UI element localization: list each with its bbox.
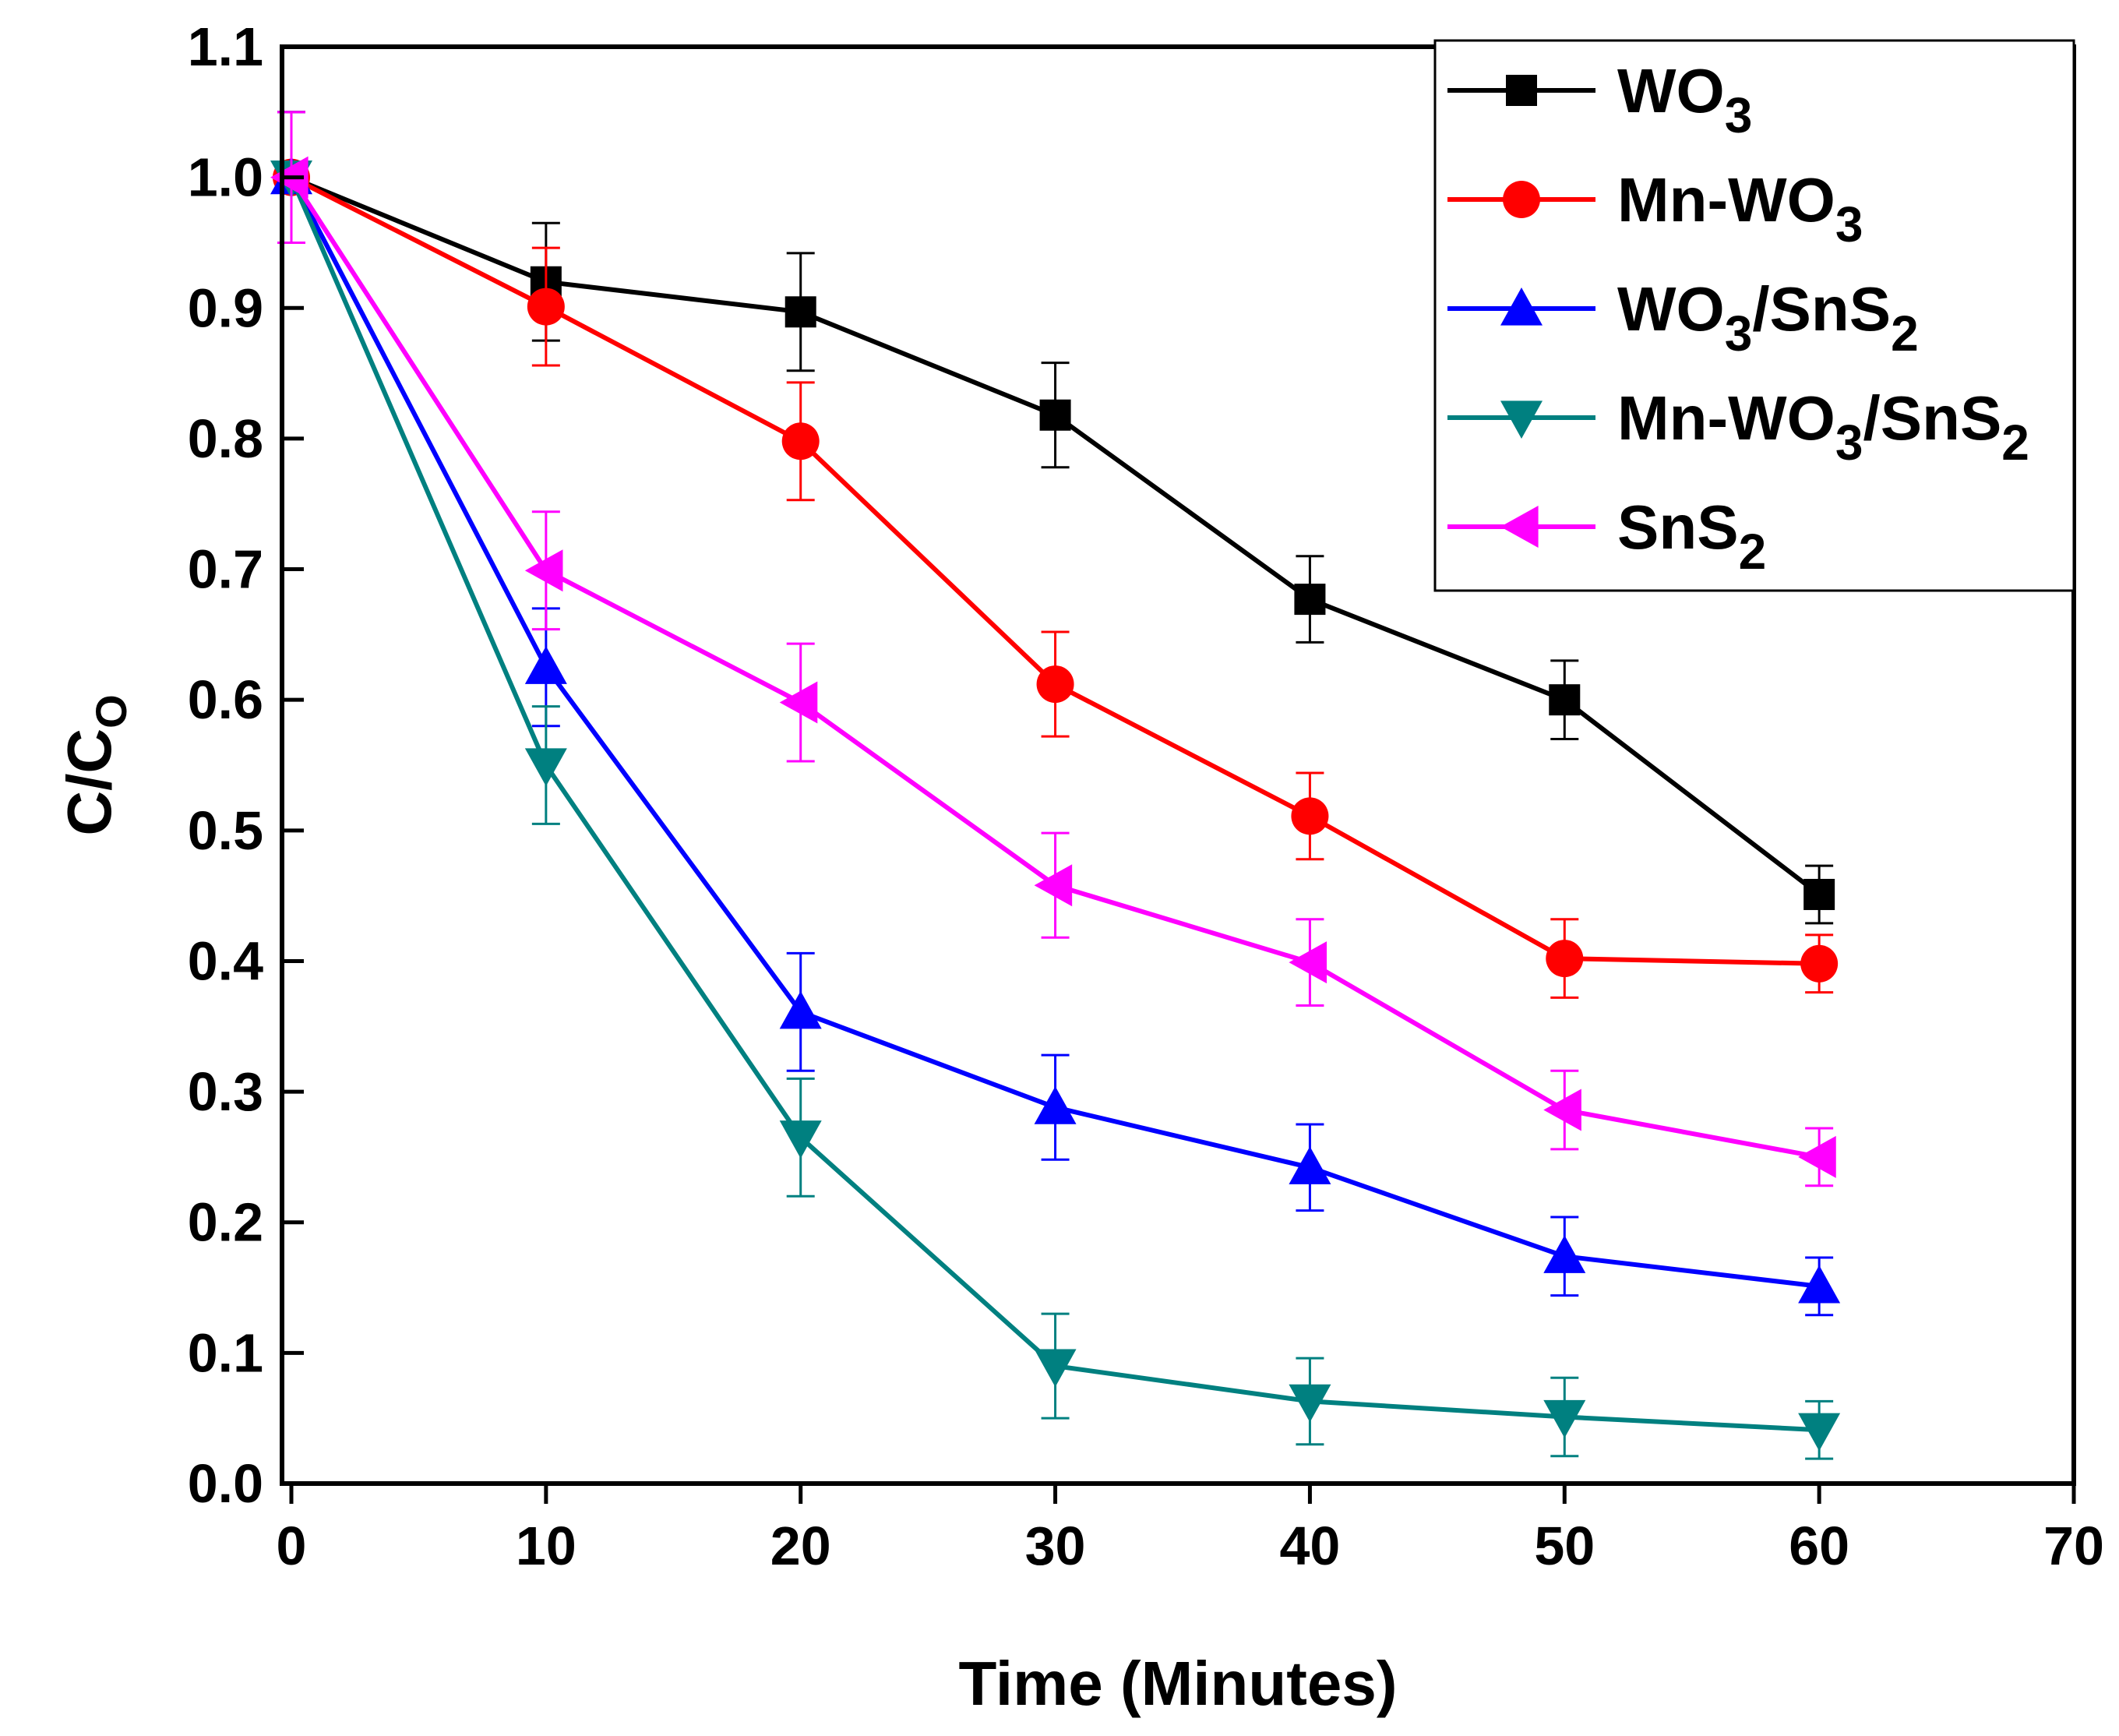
data-point	[1294, 584, 1326, 616]
x-tick-label: 70	[2043, 1515, 2104, 1576]
data-point	[1798, 1135, 1836, 1178]
legend-label: WO3/SnS2	[1617, 274, 1919, 362]
y-axis-title-subscript: O	[86, 694, 136, 729]
legend-marker	[1506, 75, 1537, 106]
data-point	[1543, 1399, 1586, 1438]
data-point	[781, 422, 820, 460]
y-tick-label: 0.1	[188, 1322, 263, 1383]
data-point	[1034, 1086, 1077, 1124]
y-tick-label: 0.4	[188, 930, 263, 991]
x-axis-title: Time (Minutes)	[958, 1649, 1397, 1718]
x-tick-label: 40	[1279, 1515, 1340, 1576]
y-axis-title: C/CO	[55, 694, 136, 835]
x-tick-label: 30	[1025, 1515, 1086, 1576]
legend-label-subscript: 2	[1891, 305, 1919, 362]
legend-box	[1433, 39, 2075, 592]
legend-label-part: WO	[1617, 56, 1725, 125]
legend-label-subscript: 2	[1739, 524, 1767, 580]
data-point	[527, 288, 565, 326]
data-point	[1543, 1235, 1586, 1273]
x-tick-label: 50	[1534, 1515, 1595, 1576]
legend-label-part: /SnS	[1863, 383, 2001, 453]
legend-label-subscript: 3	[1835, 415, 1863, 471]
data-point	[784, 296, 816, 328]
data-point	[779, 990, 822, 1029]
data-point	[1798, 1265, 1841, 1304]
y-tick-label: 1.1	[188, 16, 263, 77]
legend-marker	[1500, 506, 1539, 548]
data-point	[1289, 1146, 1331, 1184]
legend-label-subscript: 3	[1725, 87, 1753, 143]
legend-label: SnS2	[1617, 492, 1766, 580]
data-point	[1546, 940, 1584, 978]
legend-label-part: /SnS	[1752, 274, 1891, 344]
legend-label-subscript: 3	[1725, 305, 1753, 362]
legend-marker	[1500, 288, 1543, 326]
legend-label: Mn-WO3	[1617, 165, 1863, 252]
y-tick-label: 1.0	[188, 147, 263, 208]
data-point	[1800, 944, 1839, 983]
data-point	[524, 549, 563, 592]
data-point	[1034, 1349, 1077, 1388]
legend-marker	[1503, 181, 1540, 218]
data-point	[1803, 878, 1835, 910]
legend-label: WO3	[1617, 56, 1752, 143]
data-point	[1798, 1413, 1841, 1452]
plot-series	[270, 111, 1841, 1460]
legend-label-part: Mn-WO	[1617, 165, 1835, 235]
data-point	[524, 646, 567, 684]
y-tick-label: 0.6	[188, 669, 263, 730]
data-point	[1039, 399, 1071, 431]
data-point	[779, 1120, 822, 1159]
y-tick-label: 0.3	[188, 1061, 263, 1122]
data-point	[1549, 684, 1581, 716]
legend-label-part: WO	[1617, 274, 1725, 344]
data-point	[779, 681, 818, 724]
y-tick-label: 0.2	[188, 1192, 263, 1253]
y-tick-label: 0.5	[188, 800, 263, 861]
legend-label: Mn-WO3/SnS2	[1617, 383, 2029, 471]
data-point	[1036, 665, 1074, 704]
data-point	[1289, 941, 1327, 984]
data-point	[524, 748, 567, 786]
data-point	[1291, 797, 1329, 835]
data-point	[1289, 1384, 1331, 1423]
legend-marker	[1500, 400, 1543, 439]
x-tick-label: 10	[516, 1515, 576, 1576]
series-SnS2	[270, 111, 1836, 1187]
x-axis: 0 10 20 30 40 50 60 70	[277, 1484, 2104, 1576]
legend-label-part: Mn-WO	[1617, 383, 1835, 453]
y-tick-label: 0.9	[188, 277, 263, 338]
x-tick-label: 60	[1789, 1515, 1849, 1576]
legend-label-part: SnS	[1617, 492, 1739, 562]
y-axis-title-main: C/C	[55, 729, 124, 836]
y-axis: 0.0 0.1 0.2 0.3 0.4 0.5 0.6 0.7 0.8 0.9 1.0 1.1	[188, 16, 304, 1514]
x-tick-label: 0	[277, 1515, 307, 1576]
data-point	[1543, 1089, 1581, 1131]
y-tick-label: 0.8	[188, 408, 263, 469]
plot-frame	[280, 44, 2076, 1486]
legend-label-subscript: 3	[1835, 196, 1863, 252]
data-point	[1034, 864, 1073, 907]
legend-label-subscript: 2	[2001, 415, 2029, 471]
y-tick-label: 0.7	[188, 539, 263, 600]
x-tick-label: 20	[770, 1515, 831, 1576]
y-tick-label: 0.0	[188, 1453, 263, 1514]
